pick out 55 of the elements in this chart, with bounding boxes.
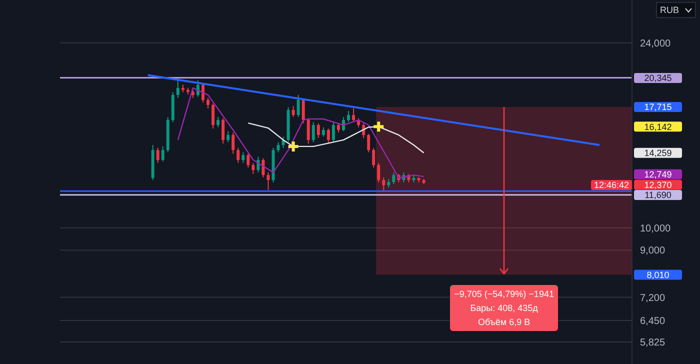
candlestick [246, 153, 250, 168]
candlestick [377, 162, 380, 183]
candlestick [372, 147, 376, 168]
candlestick [216, 116, 220, 128]
candlestick [316, 122, 320, 138]
candlestick [326, 128, 330, 144]
ref-line-label: 20,345 [634, 72, 682, 83]
candlestick [266, 172, 270, 191]
y-tick-label: 10,000 [640, 223, 672, 234]
candlestick [347, 110, 350, 123]
candlestick [306, 118, 310, 144]
candlestick [312, 122, 315, 143]
candlestick [262, 158, 265, 178]
y-tick-label: 9,000 [640, 246, 666, 257]
candlestick [252, 162, 255, 175]
annotation: Объём 6,9 B [476, 316, 532, 329]
candlestick [176, 78, 180, 98]
candlestick [336, 122, 340, 134]
annotation: Бары: 408, 435д [469, 302, 539, 315]
candlestick [206, 97, 210, 109]
candlestick [201, 83, 204, 103]
y-tick-label: 17,715 [644, 102, 672, 112]
candlestick [322, 126, 325, 138]
candlestick [352, 108, 356, 123]
candlestick [161, 146, 164, 162]
candlestick [276, 142, 280, 153]
ref-line-label: 11,690 [634, 190, 682, 200]
y-tick-label: 12,749 [644, 169, 672, 180]
candlestick [226, 130, 230, 143]
candlestick [392, 172, 396, 185]
annotation: 12:46:42 [590, 180, 632, 190]
y-tick-label: 24,000 [640, 38, 672, 50]
line-series [248, 122, 424, 154]
annotation: −9,705 (−54,79%) −1941 [453, 288, 555, 301]
candlestick [292, 106, 295, 118]
y-axis-title: RUB [660, 5, 679, 15]
candlestick [222, 118, 225, 144]
candlestick [332, 122, 335, 143]
candlestick [212, 103, 215, 130]
candlestick [232, 132, 235, 154]
y-tick-label: 14,259 [644, 148, 672, 158]
candlestick [242, 152, 245, 164]
line-series [177, 87, 424, 179]
y-tick-label: 7,200 [640, 292, 666, 304]
y-tick-label: 6,450 [640, 316, 666, 328]
candlestick [367, 133, 370, 153]
y-tick-label: 12,370 [644, 180, 672, 190]
candlestick [296, 94, 300, 118]
candlestick [236, 147, 240, 164]
candlestick [302, 98, 305, 124]
y-tick-label: 8,010 [646, 270, 670, 280]
y-tick-label: 16,142 [644, 122, 672, 132]
y-tick-label: 5,825 [640, 338, 666, 349]
candlestick [156, 147, 160, 164]
candlestick [382, 176, 386, 192]
